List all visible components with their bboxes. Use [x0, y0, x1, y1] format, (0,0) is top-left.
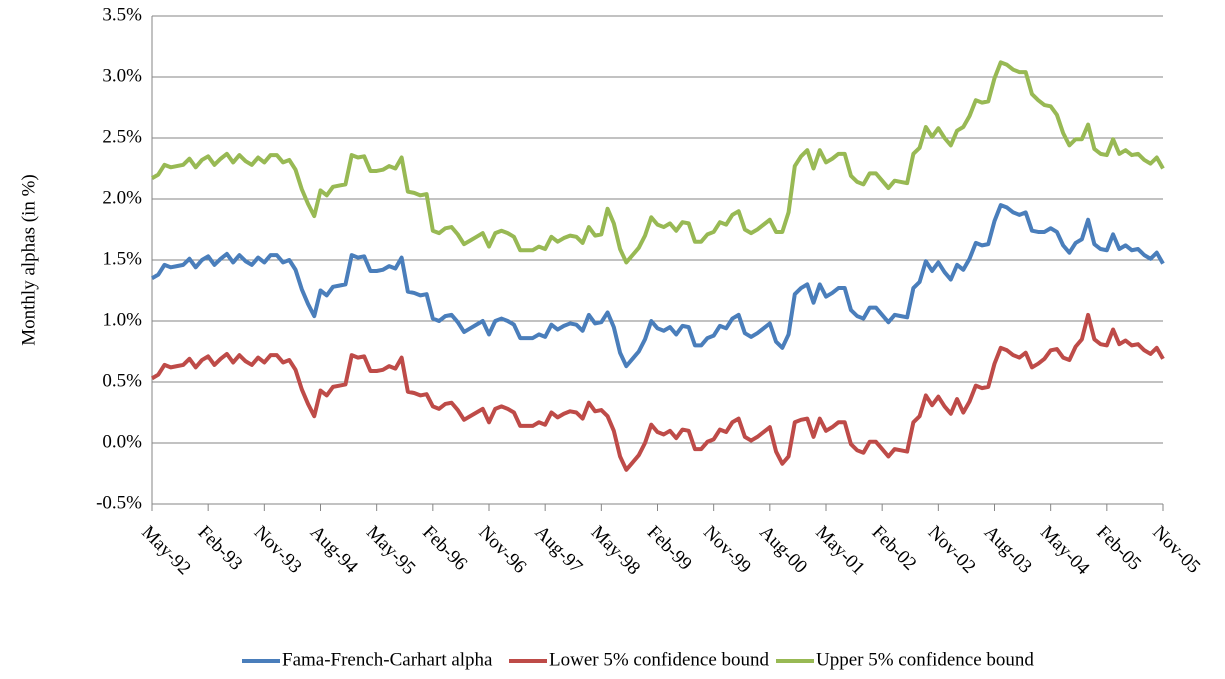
- series-line: [150, 312, 1165, 472]
- y-tick-label: 3.5%: [102, 4, 142, 25]
- y-tick-label: -0.5%: [96, 492, 142, 513]
- x-tick-label: May-04: [1036, 522, 1094, 580]
- x-tick-label: May-98: [587, 522, 644, 579]
- legend-label: Fama-French-Carhart alpha: [282, 649, 493, 670]
- x-tick-label: Aug-94: [306, 522, 362, 578]
- y-tick-label: 2.0%: [102, 187, 142, 208]
- x-tick-label: Nov-96: [474, 522, 530, 578]
- legend-label: Lower 5% confidence bound: [549, 649, 770, 670]
- x-tick-label: Feb-05: [1092, 522, 1145, 575]
- x-tick-label: Nov-02: [924, 522, 980, 578]
- x-tick-label: Nov-93: [250, 522, 306, 578]
- x-tick-label: Nov-05: [1148, 522, 1204, 578]
- legend-label: Upper 5% confidence bound: [816, 649, 1034, 670]
- x-tick-label: Aug-00: [755, 522, 811, 578]
- x-tick-label: Nov-99: [699, 522, 755, 578]
- x-tick-label: Aug-97: [531, 522, 587, 578]
- y-tick-label: 1.5%: [102, 248, 142, 269]
- y-tick-label: 1.0%: [102, 309, 142, 330]
- series-line: [150, 60, 1165, 265]
- y-tick-label: 0.0%: [102, 431, 142, 452]
- x-tick-label: Feb-99: [643, 522, 696, 575]
- x-tick-label: May-95: [362, 522, 419, 579]
- x-tick-label: Aug-03: [980, 522, 1036, 578]
- y-axis-title: Monthly alphas (in %): [18, 174, 39, 346]
- x-tick-label: May-92: [137, 522, 194, 579]
- x-tick-label: May-01: [811, 522, 868, 579]
- x-tick-label: Feb-93: [194, 522, 247, 575]
- y-tick-label: 2.5%: [102, 126, 142, 147]
- y-tick-label: 0.5%: [102, 370, 142, 391]
- y-tick-label: 3.0%: [102, 65, 142, 86]
- x-tick-label: Feb-96: [418, 522, 471, 575]
- x-tick-label: Feb-02: [868, 522, 921, 575]
- series-line: [150, 203, 1165, 369]
